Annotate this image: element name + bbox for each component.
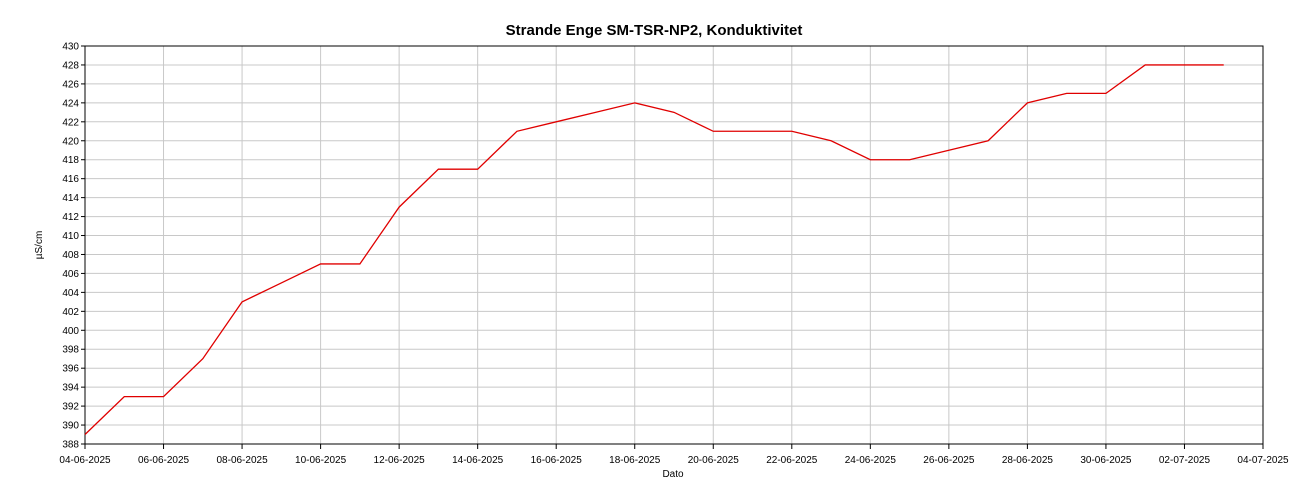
y-tick-label: 388 — [62, 440, 79, 451]
x-tick-label: 26-06-2025 — [923, 455, 975, 466]
x-tick-label: 04-06-2025 — [59, 455, 111, 466]
x-tick-label: 06-06-2025 — [138, 455, 190, 466]
y-tick-label: 412 — [62, 212, 79, 223]
y-tick-label: 398 — [62, 345, 79, 356]
y-tick-label: 428 — [62, 60, 79, 71]
y-tick-label: 396 — [62, 364, 79, 375]
x-tick-label: 14-06-2025 — [452, 455, 504, 466]
y-tick-label: 404 — [62, 288, 79, 299]
x-tick-label: 22-06-2025 — [766, 455, 818, 466]
x-axis-label: Dato — [662, 469, 684, 480]
x-tick-label: 04-07-2025 — [1237, 455, 1289, 466]
x-tick-label: 08-06-2025 — [216, 455, 268, 466]
y-tick-label: 426 — [62, 79, 79, 90]
x-tick-label: 16-06-2025 — [531, 455, 583, 466]
data-line — [84, 64, 1224, 435]
y-tick-label: 394 — [62, 383, 79, 394]
x-tick-label: 30-06-2025 — [1080, 455, 1132, 466]
y-tick-label: 408 — [62, 250, 79, 261]
y-tick-label: 418 — [62, 155, 79, 166]
y-tick-label: 430 — [62, 42, 79, 53]
y-tick-label: 406 — [62, 269, 79, 280]
x-tick-label: 10-06-2025 — [295, 455, 347, 466]
y-tick-label: 414 — [62, 193, 79, 204]
y-tick-label: 400 — [62, 326, 79, 337]
y-axis-label: µS/cm — [34, 231, 45, 260]
y-tick-label: 422 — [62, 117, 79, 128]
y-tick-label: 402 — [62, 307, 79, 318]
y-tick-label: 392 — [62, 402, 79, 413]
x-tick-label: 18-06-2025 — [609, 455, 661, 466]
x-tick-label: 02-07-2025 — [1159, 455, 1211, 466]
chart-title: Strande Enge SM-TSR-NP2, Konduktivitet — [506, 22, 803, 39]
x-tick-label: 28-06-2025 — [1002, 455, 1054, 466]
plot-frame — [84, 45, 1264, 445]
x-tick-label: 24-06-2025 — [845, 455, 897, 466]
y-tick-label: 390 — [62, 421, 79, 432]
y-tick-label: 420 — [62, 136, 79, 147]
y-tick-label: 424 — [62, 98, 79, 109]
x-tick-label: 20-06-2025 — [688, 455, 740, 466]
y-tick-label: 416 — [62, 174, 79, 185]
x-tick-label: 12-06-2025 — [374, 455, 426, 466]
y-tick-label: 410 — [62, 231, 79, 242]
